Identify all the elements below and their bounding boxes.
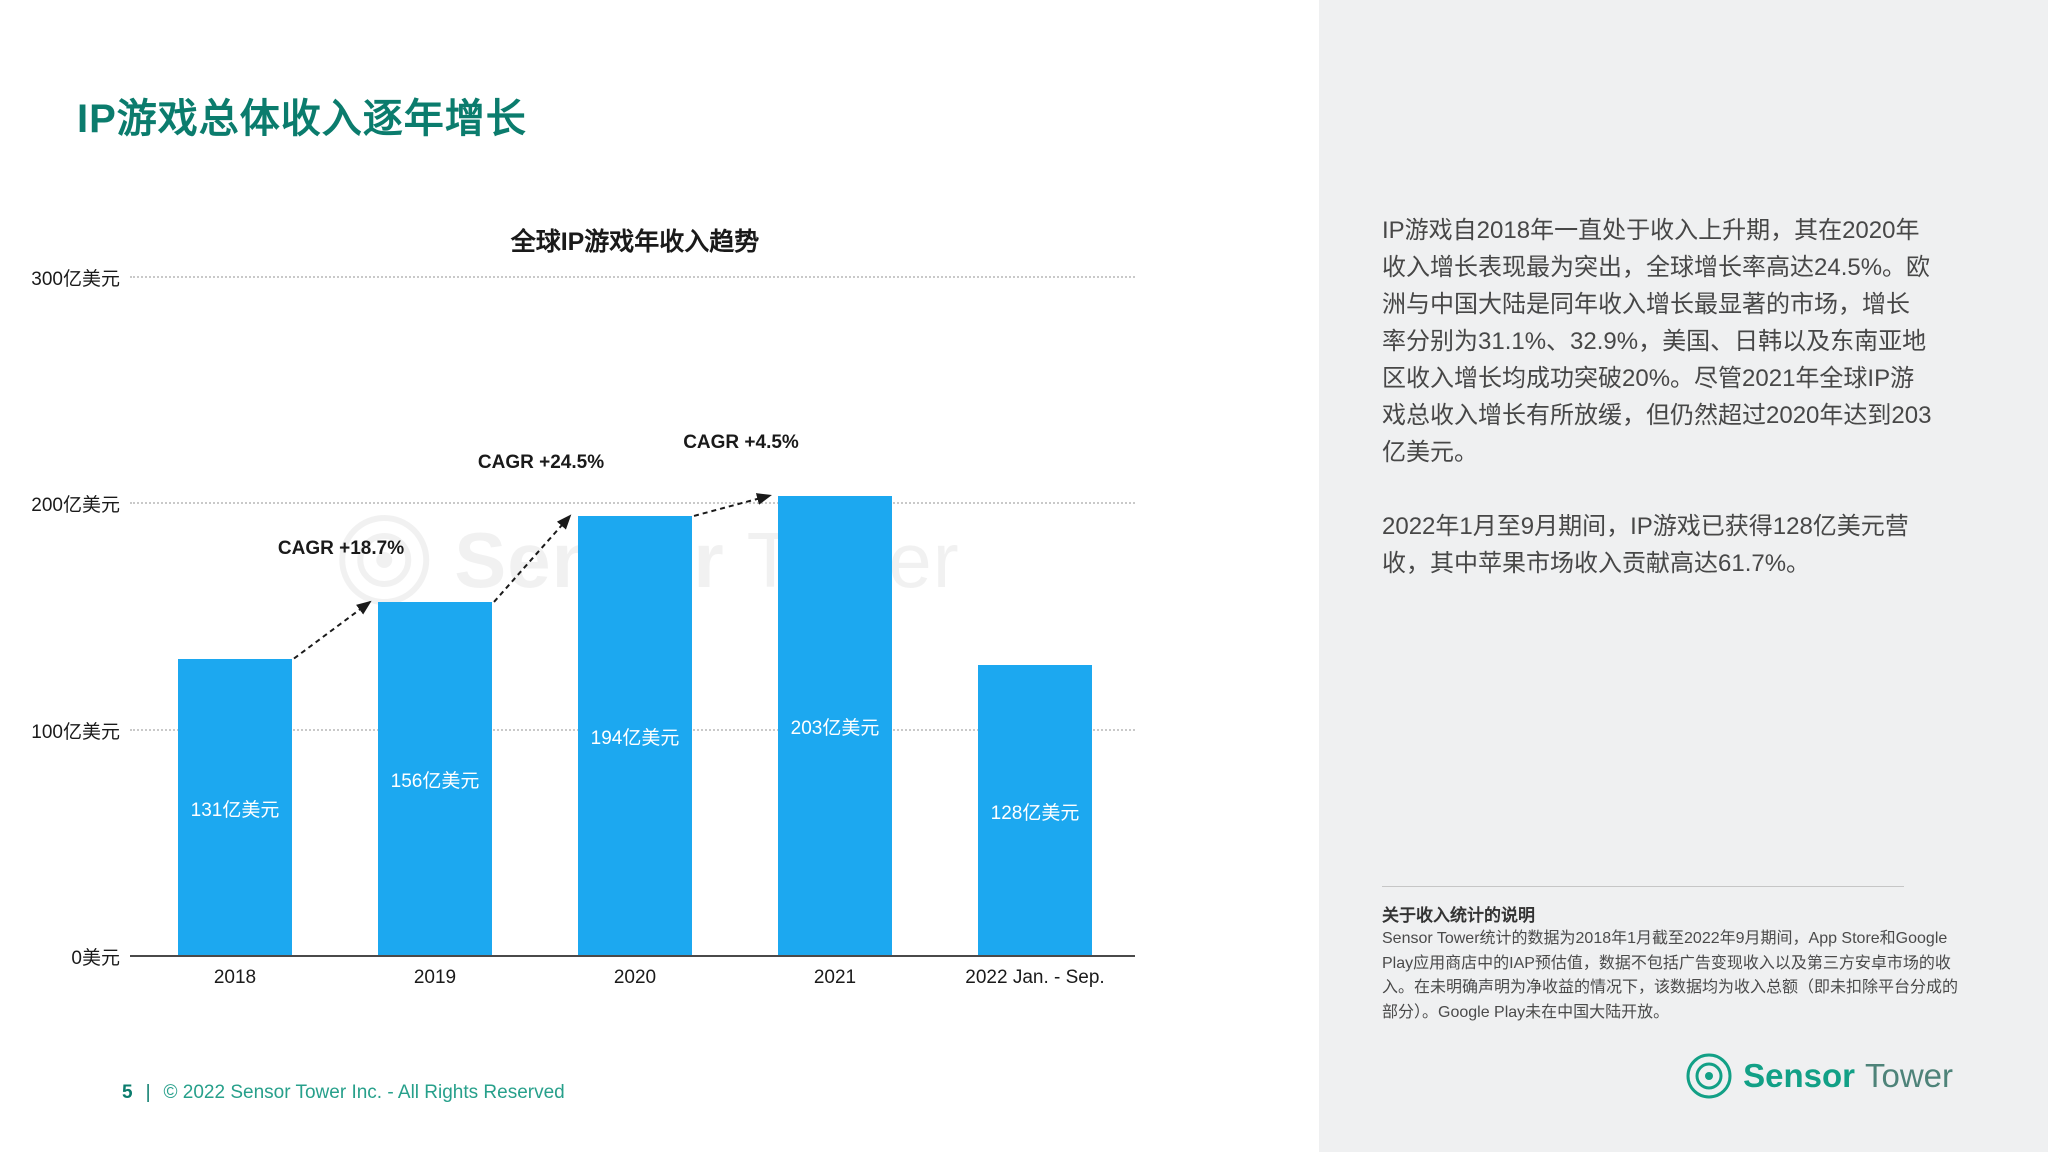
y-axis-tick-label: 200亿美元 — [31, 495, 120, 517]
commentary-panel: IP游戏自2018年一直处于收入上升期，其在2020年收入增长表现最为突出，全球… — [1319, 0, 2048, 1152]
cagr-annotation: CAGR +18.7% — [277, 537, 405, 559]
y-axis-tick-label: 100亿美元 — [31, 721, 120, 743]
bar-2021 — [778, 495, 892, 955]
gridline — [130, 502, 1135, 505]
y-axis-tick-label: 300亿美元 — [31, 269, 120, 290]
notes-body: Sensor Tower统计的数据为2018年1月截至2022年9月期间，App… — [1382, 930, 1959, 1021]
bar-value-label: 156亿美元 — [390, 771, 480, 793]
x-axis-tick-label: 2021 — [813, 967, 857, 988]
sensor-tower-logo-icon — [1686, 1053, 1732, 1099]
footer-separator: | — [145, 1082, 151, 1103]
slide-footer: 5 | © 2022 Sensor Tower Inc. - All Right… — [122, 1082, 565, 1104]
commentary-paragraph-1: IP游戏自2018年一直处于收入上升期，其在2020年收入增长表现最为突出，全球… — [1382, 217, 1932, 466]
gridline — [130, 276, 1135, 278]
bar-value-label: 194亿美元 — [590, 728, 680, 750]
bar-value-label: 131亿美元 — [190, 799, 280, 821]
bar-2019 — [378, 601, 492, 955]
commentary-paragraph-2: 2022年1月至9月期间，IP游戏已获得128亿美元营收，其中苹果市场收入贡献高… — [1382, 513, 1909, 577]
chart-title: 全球IP游戏年收入趋势 — [510, 228, 760, 256]
cagr-annotation: CAGR +24.5% — [477, 451, 605, 473]
x-axis-tick-label: 2022 Jan. - Sep. — [965, 967, 1105, 988]
x-axis-line — [130, 955, 1135, 957]
cagr-annotation: CAGR +4.5% — [683, 431, 799, 453]
logo-text-sensor: Sensor — [1743, 1057, 1855, 1094]
bar-2020 — [578, 515, 692, 955]
notes-divider — [1382, 886, 1904, 887]
page-title: IP游戏总体收入逐年增长 — [77, 97, 527, 141]
y-axis-tick-label: 0美元 — [71, 948, 120, 969]
sensortower-watermark-icon — [339, 515, 430, 605]
copyright-text: © 2022 Sensor Tower Inc. - All Rights Re… — [163, 1082, 565, 1103]
trend-arrow — [293, 600, 372, 660]
x-axis-tick-label: 2018 — [213, 967, 257, 988]
sensor-tower-logo: Sensor Tower — [1685, 1052, 1953, 1100]
x-axis-tick-label: 2020 — [613, 967, 657, 988]
bar-value-label: 203亿美元 — [790, 718, 880, 740]
notes-heading: 关于收入统计的说明 — [1382, 906, 1535, 925]
bar-2022-jan-sep — [978, 665, 1092, 955]
x-axis-tick-label: 2019 — [413, 967, 457, 988]
bar-value-label: 128亿美元 — [990, 803, 1080, 825]
logo-text-tower: Tower — [1864, 1057, 1953, 1094]
bar-2018 — [178, 658, 292, 955]
page-number: 5 — [122, 1082, 133, 1103]
